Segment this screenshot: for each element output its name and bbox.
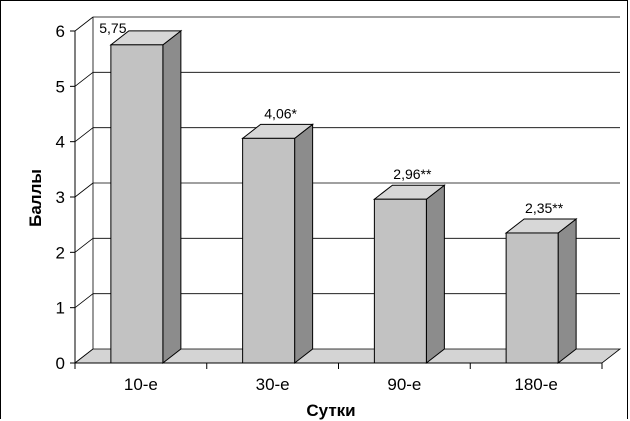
y-tick-label: 2 bbox=[56, 243, 65, 262]
x-tick-label: 180-е bbox=[514, 375, 557, 394]
y-tick-label: 1 bbox=[56, 299, 65, 318]
bar bbox=[242, 137, 296, 364]
data-label: 2,35** bbox=[525, 200, 564, 216]
data-label: 2,96** bbox=[393, 166, 432, 182]
gridline-depth bbox=[74, 16, 94, 32]
y-axis-title: Баллы bbox=[26, 169, 45, 227]
y-tick-label: 0 bbox=[56, 354, 65, 373]
bar-side bbox=[425, 184, 445, 365]
data-label: 4,06* bbox=[264, 105, 297, 121]
bar-side bbox=[162, 29, 182, 365]
bar bbox=[373, 198, 427, 364]
gridline-depth bbox=[74, 182, 94, 198]
x-tick-label: 30-е bbox=[256, 375, 290, 394]
y-tick-label: 3 bbox=[56, 188, 65, 207]
data-label: 5,75 bbox=[99, 20, 126, 36]
gridline-depth bbox=[74, 72, 94, 87]
bar-side bbox=[557, 217, 577, 365]
y-tick-label: 6 bbox=[56, 22, 65, 41]
bar bbox=[110, 44, 164, 364]
x-tick-label: 10-е bbox=[124, 375, 158, 394]
y-tick-label: 5 bbox=[56, 77, 65, 96]
bar bbox=[505, 232, 559, 364]
bar-side bbox=[294, 123, 314, 365]
gridline-depth bbox=[74, 293, 94, 308]
gridline-depth bbox=[74, 238, 94, 253]
y-tick-label: 4 bbox=[56, 133, 65, 152]
x-axis-title: Сутки bbox=[306, 401, 355, 420]
gridline-depth bbox=[74, 127, 94, 142]
x-tick-label: 90-е bbox=[387, 375, 421, 394]
